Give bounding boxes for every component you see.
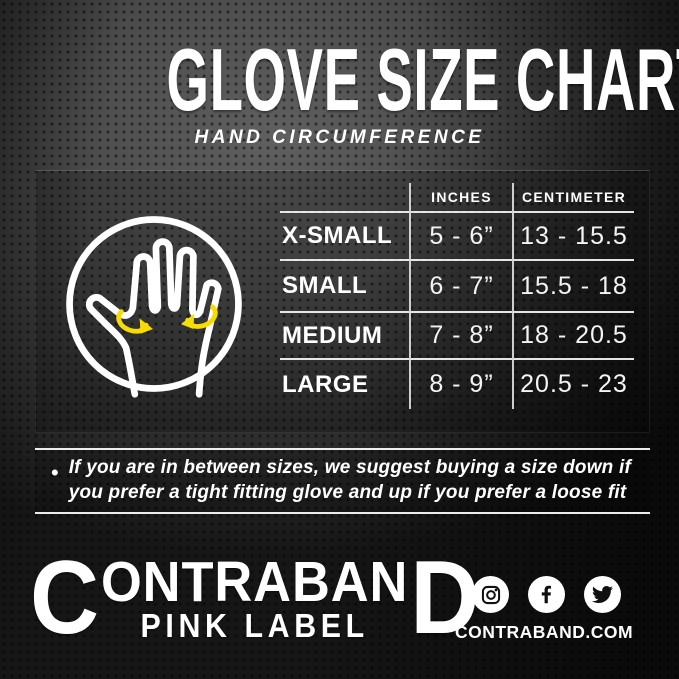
logo-letter-d: D <box>410 540 480 656</box>
logo-middle-text: ONTRABAN <box>100 550 409 614</box>
row-medium-inches: 7 - 8” <box>409 313 512 360</box>
column-header-centimeter: CENTIMETER <box>512 183 634 213</box>
row-large-inches: 8 - 9” <box>409 360 512 409</box>
size-chart-panel: INCHES CENTIMETER X-SMALL 5 - 6” 13 - 15… <box>35 170 650 433</box>
contraband-logo: C ONTRABAN PINK LABEL D <box>30 540 480 656</box>
row-medium-centimeter: 18 - 20.5 <box>512 313 634 360</box>
subheader: HAND CIRCUMFERENCE <box>0 127 679 149</box>
page-subtitle: HAND CIRCUMFERENCE <box>194 127 485 148</box>
note-bullet: • <box>51 460 59 485</box>
row-medium-size: MEDIUM <box>280 313 409 360</box>
row-xsmall-size: X-SMALL <box>280 213 409 261</box>
table-corner-cell <box>280 183 409 213</box>
instagram-icon[interactable] <box>472 576 509 613</box>
website-url[interactable]: CONTRABAND.COM <box>454 622 634 642</box>
measure-arrowhead-left <box>139 318 154 334</box>
logo-letter-c: C <box>30 540 100 656</box>
row-xsmall-inches: 5 - 6” <box>409 213 512 261</box>
facebook-icon[interactable] <box>528 576 565 613</box>
logo-pink-label: PINK LABEL <box>140 607 369 645</box>
note-text: If you are in between sizes, we suggest … <box>68 456 631 503</box>
logo-middle-block: ONTRABAN PINK LABEL <box>100 550 409 645</box>
measure-arrowhead-right <box>180 313 195 329</box>
size-table: INCHES CENTIMETER X-SMALL 5 - 6” 13 - 15… <box>280 183 634 409</box>
header: GLOVE SIZE CHART <box>0 36 679 124</box>
row-large-centimeter: 20.5 - 23 <box>512 360 634 409</box>
row-small-centimeter: 15.5 - 18 <box>512 261 634 313</box>
column-header-inches: INCHES <box>409 183 512 213</box>
page-title: GLOVE SIZE CHART <box>166 30 679 129</box>
row-small-size: SMALL <box>280 261 409 313</box>
row-xsmall-centimeter: 13 - 15.5 <box>512 213 634 261</box>
hand-circumference-icon <box>66 216 242 398</box>
sizing-note: • If you are in between sizes, we sugges… <box>35 448 650 514</box>
social-icons <box>472 576 621 613</box>
row-large-size: LARGE <box>282 370 369 398</box>
row-small-inches: 6 - 7” <box>409 261 512 313</box>
twitter-icon[interactable] <box>584 576 621 613</box>
